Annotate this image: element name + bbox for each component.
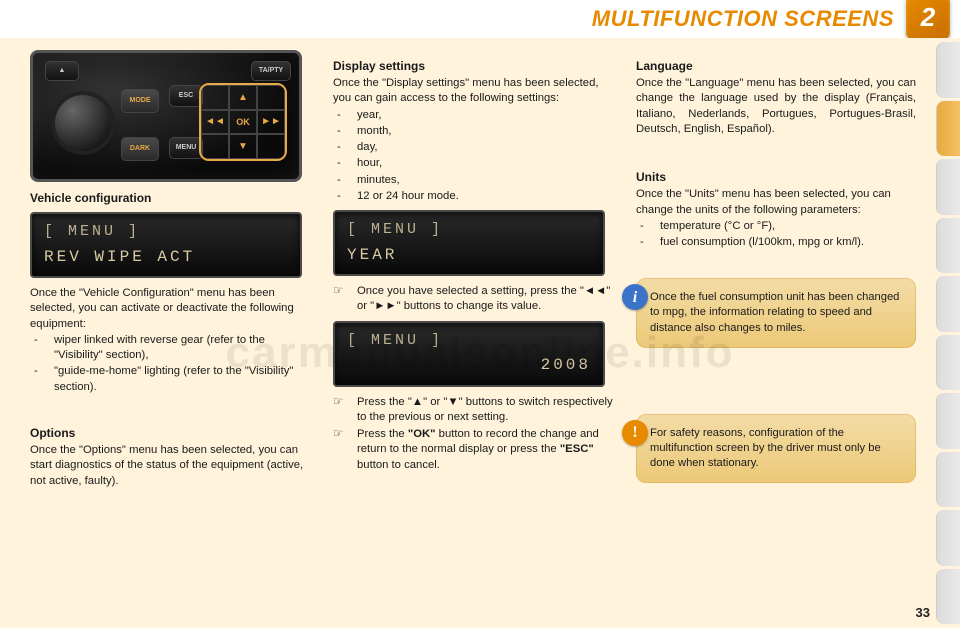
info-icon: i (622, 284, 648, 310)
lcd-row-2: 2008 (347, 355, 591, 377)
list-item: -12 or 24 hour mode. (337, 189, 618, 204)
ta-pty-button: TA/PTY (251, 61, 291, 81)
list-item: -month, (337, 124, 618, 139)
display-settings-list: -year, -month, -day, -hour, -minutes, -1… (333, 108, 618, 205)
side-tab[interactable] (936, 569, 960, 625)
column-middle: Display settings Once the "Display setti… (333, 50, 618, 616)
list-item: -minutes, (337, 173, 618, 188)
lcd-row-1: [ MENU ] (347, 331, 591, 351)
list-item: -temperature (°C or °F), (640, 219, 916, 234)
rotary-knob (55, 95, 111, 151)
page-body: ▲ TA/PTY MODE DARK ESC MENU ▲ ◄◄ OK ►► ▼… (0, 38, 960, 628)
display-settings-body: Once the "Display settings" menu has bee… (333, 76, 618, 107)
column-left: ▲ TA/PTY MODE DARK ESC MENU ▲ ◄◄ OK ►► ▼… (30, 50, 315, 616)
side-tab[interactable] (936, 393, 960, 449)
page-title: MULTIFUNCTION SCREENS (592, 6, 894, 32)
right-arrow-icon: ►► (374, 300, 396, 312)
dpad-right-icon: ►► (257, 110, 285, 135)
lcd-row-1: [ MENU ] (44, 222, 288, 242)
list-item: -hour, (337, 156, 618, 171)
display-settings-heading: Display settings (333, 58, 618, 74)
esc-button: ESC (169, 85, 203, 107)
vehicle-config-heading: Vehicle configuration (30, 190, 315, 206)
side-tab[interactable] (936, 510, 960, 566)
vehicle-config-list: -wiper linked with reverse gear (refer t… (30, 333, 315, 395)
side-tab[interactable] (936, 42, 960, 98)
list-item: -"guide-me-home" lighting (refer to the … (34, 364, 315, 395)
options-heading: Options (30, 425, 315, 441)
warning-callout-text: For safety reasons, configuration of the… (650, 427, 881, 469)
step-select-value: ☞ Once you have selected a setting, pres… (333, 284, 618, 315)
lcd-2008: [ MENU ] 2008 (333, 321, 605, 387)
dpad-ok: OK (229, 110, 257, 135)
ok-label: "OK" (408, 428, 436, 440)
list-item: -fuel consumption (l/100km, mpg or km/l)… (640, 235, 916, 250)
column-right: Language Once the "Language" menu has be… (636, 50, 916, 616)
info-callout-text: Once the fuel consumption unit has been … (650, 291, 899, 333)
dpad-up-icon: ▲ (229, 85, 257, 110)
language-body: Once the "Language" menu has been select… (636, 76, 916, 137)
lcd-vehicle-config: [ MENU ] REV WIPE ACT (30, 212, 302, 278)
warning-icon: ! (622, 420, 648, 446)
list-item: -wiper linked with reverse gear (refer t… (34, 333, 315, 364)
menu-button: MENU (169, 137, 203, 159)
lcd-row-2: YEAR (347, 245, 591, 267)
language-heading: Language (636, 58, 916, 74)
lcd-row-2: REV WIPE ACT (44, 247, 288, 269)
side-tab-active[interactable] (936, 101, 960, 157)
chapter-badge: 2 (906, 0, 950, 39)
down-arrow-icon: ▼ (447, 396, 458, 408)
vehicle-config-body: Once the "Vehicle Configuration" menu ha… (30, 286, 315, 332)
dpad-down-icon: ▼ (229, 134, 257, 159)
left-arrow-icon: ◄◄ (584, 285, 606, 297)
list-item: -year, (337, 108, 618, 123)
units-heading: Units (636, 169, 916, 185)
side-tab[interactable] (936, 276, 960, 332)
warning-callout: ! For safety reasons, configuration of t… (636, 414, 916, 483)
lcd-year: [ MENU ] YEAR (333, 210, 605, 276)
device-panel-photo: ▲ TA/PTY MODE DARK ESC MENU ▲ ◄◄ OK ►► ▼ (30, 50, 302, 182)
eject-button: ▲ (45, 61, 79, 81)
options-body: Once the "Options" menu has been selecte… (30, 443, 315, 489)
up-arrow-icon: ▲ (412, 396, 423, 408)
dark-button: DARK (121, 137, 159, 161)
info-callout: i Once the fuel consumption unit has bee… (636, 278, 916, 347)
page-header: MULTIFUNCTION SCREENS 2 (0, 0, 960, 38)
side-tab[interactable] (936, 335, 960, 391)
mode-button: MODE (121, 89, 159, 113)
dpad: ▲ ◄◄ OK ►► ▼ (199, 83, 287, 161)
list-item: -day, (337, 140, 618, 155)
esc-label: "ESC" (560, 443, 594, 455)
side-tab[interactable] (936, 159, 960, 215)
side-tab[interactable] (936, 452, 960, 508)
units-list: -temperature (°C or °F), -fuel consumpti… (636, 219, 916, 251)
page-number: 33 (916, 605, 930, 620)
side-tab-strip (936, 38, 960, 628)
side-tab[interactable] (936, 218, 960, 274)
dpad-left-icon: ◄◄ (201, 110, 229, 135)
step-switch-setting: ☞ Press the "▲" or "▼" buttons to switch… (333, 395, 618, 473)
lcd-row-1: [ MENU ] (347, 220, 591, 240)
units-body: Once the "Units" menu has been selected,… (636, 187, 916, 218)
